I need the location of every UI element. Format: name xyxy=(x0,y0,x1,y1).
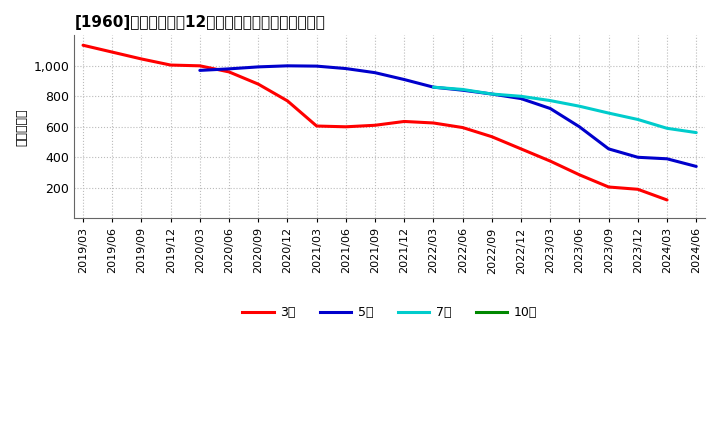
7年 xyxy=(546,98,554,103)
3年 xyxy=(429,121,438,126)
5年 xyxy=(634,154,642,160)
3年 xyxy=(400,119,408,124)
5年 xyxy=(575,124,584,129)
Y-axis label: （百万円）: （百万円） xyxy=(15,108,28,146)
7年 xyxy=(459,87,467,92)
Line: 3年: 3年 xyxy=(83,45,667,200)
Line: 5年: 5年 xyxy=(200,66,696,166)
5年 xyxy=(312,63,321,69)
3年 xyxy=(254,81,263,87)
3年 xyxy=(225,69,233,74)
5年 xyxy=(429,84,438,90)
5年 xyxy=(546,106,554,111)
3年 xyxy=(312,123,321,128)
7年 xyxy=(575,103,584,109)
3年 xyxy=(487,134,496,139)
Legend: 3年, 5年, 7年, 10年: 3年, 5年, 7年, 10年 xyxy=(238,301,542,324)
Text: [1960]　当期続利益12か月移動合計の平均値の推移: [1960] 当期続利益12か月移動合計の平均値の推移 xyxy=(74,15,325,30)
7年 xyxy=(487,92,496,97)
5年 xyxy=(283,63,292,69)
5年 xyxy=(254,64,263,70)
7年 xyxy=(517,94,526,99)
5年 xyxy=(662,156,671,161)
3年 xyxy=(341,124,350,129)
5年 xyxy=(459,88,467,93)
3年 xyxy=(166,62,175,68)
7年 xyxy=(604,110,613,116)
7年 xyxy=(692,130,701,135)
7年 xyxy=(662,126,671,131)
3年 xyxy=(78,43,87,48)
5年 xyxy=(225,66,233,72)
3年 xyxy=(546,158,554,164)
7年 xyxy=(429,84,438,90)
3年 xyxy=(517,146,526,151)
7年 xyxy=(634,117,642,122)
5年 xyxy=(371,70,379,75)
3年 xyxy=(459,125,467,130)
5年 xyxy=(604,146,613,151)
5年 xyxy=(517,96,526,101)
3年 xyxy=(283,98,292,103)
3年 xyxy=(371,123,379,128)
3年 xyxy=(575,172,584,177)
5年 xyxy=(196,68,204,73)
5年 xyxy=(341,66,350,71)
5年 xyxy=(487,92,496,97)
3年 xyxy=(137,56,145,62)
3年 xyxy=(604,184,613,190)
3年 xyxy=(196,63,204,69)
Line: 7年: 7年 xyxy=(433,87,696,132)
5年 xyxy=(400,77,408,82)
3年 xyxy=(662,197,671,202)
3年 xyxy=(108,49,117,55)
5年 xyxy=(692,164,701,169)
3年 xyxy=(634,187,642,192)
